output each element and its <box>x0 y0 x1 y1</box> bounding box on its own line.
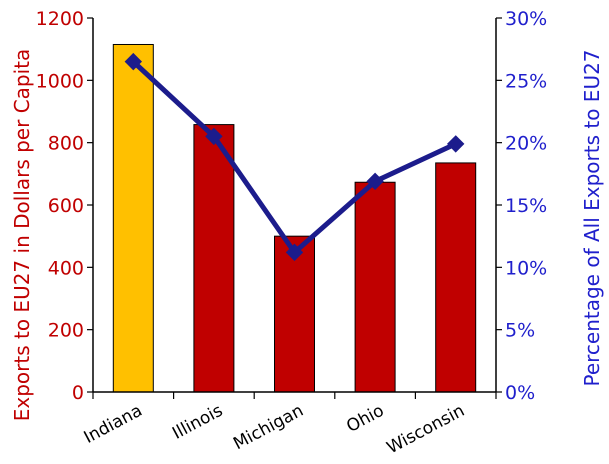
bar-indiana <box>113 44 153 392</box>
bar-wisconsin <box>436 163 476 392</box>
category-label-illinois: Illinois <box>169 401 226 444</box>
left-tick-label: 800 <box>48 133 84 155</box>
left-tick-label: 200 <box>48 320 84 342</box>
right-axis-title: Percentage of All Exports to EU27 <box>580 49 604 386</box>
left-tick-label: 400 <box>48 257 84 279</box>
line-layer <box>125 54 463 261</box>
right-tick-label: 15% <box>505 195 547 217</box>
left-tick-label: 0 <box>72 382 84 404</box>
right-tick-label: 5% <box>505 320 535 342</box>
right-tick-label: 10% <box>505 257 547 279</box>
right-tick-label: 25% <box>505 70 547 92</box>
bar-illinois <box>194 125 234 392</box>
line-marker-wisconsin <box>448 136 464 152</box>
bar-ohio <box>355 182 395 392</box>
right-tick-label: 20% <box>505 133 547 155</box>
left-tick-label: 1000 <box>36 70 84 92</box>
category-label-michigan: Michigan <box>230 401 307 454</box>
left-tick-label: 1200 <box>36 8 84 30</box>
left-axis-title: Exports to EU27 in Dollars per Capita <box>10 49 34 422</box>
percentage-line <box>133 62 455 253</box>
category-label-ohio: Ohio <box>343 401 387 437</box>
left-tick-label: 600 <box>48 195 84 217</box>
category-label-indiana: Indiana <box>81 401 146 448</box>
right-tick-label: 0% <box>505 382 535 404</box>
right-tick-label: 30% <box>505 8 547 30</box>
category-label-wisconsin: Wisconsin <box>384 401 468 459</box>
